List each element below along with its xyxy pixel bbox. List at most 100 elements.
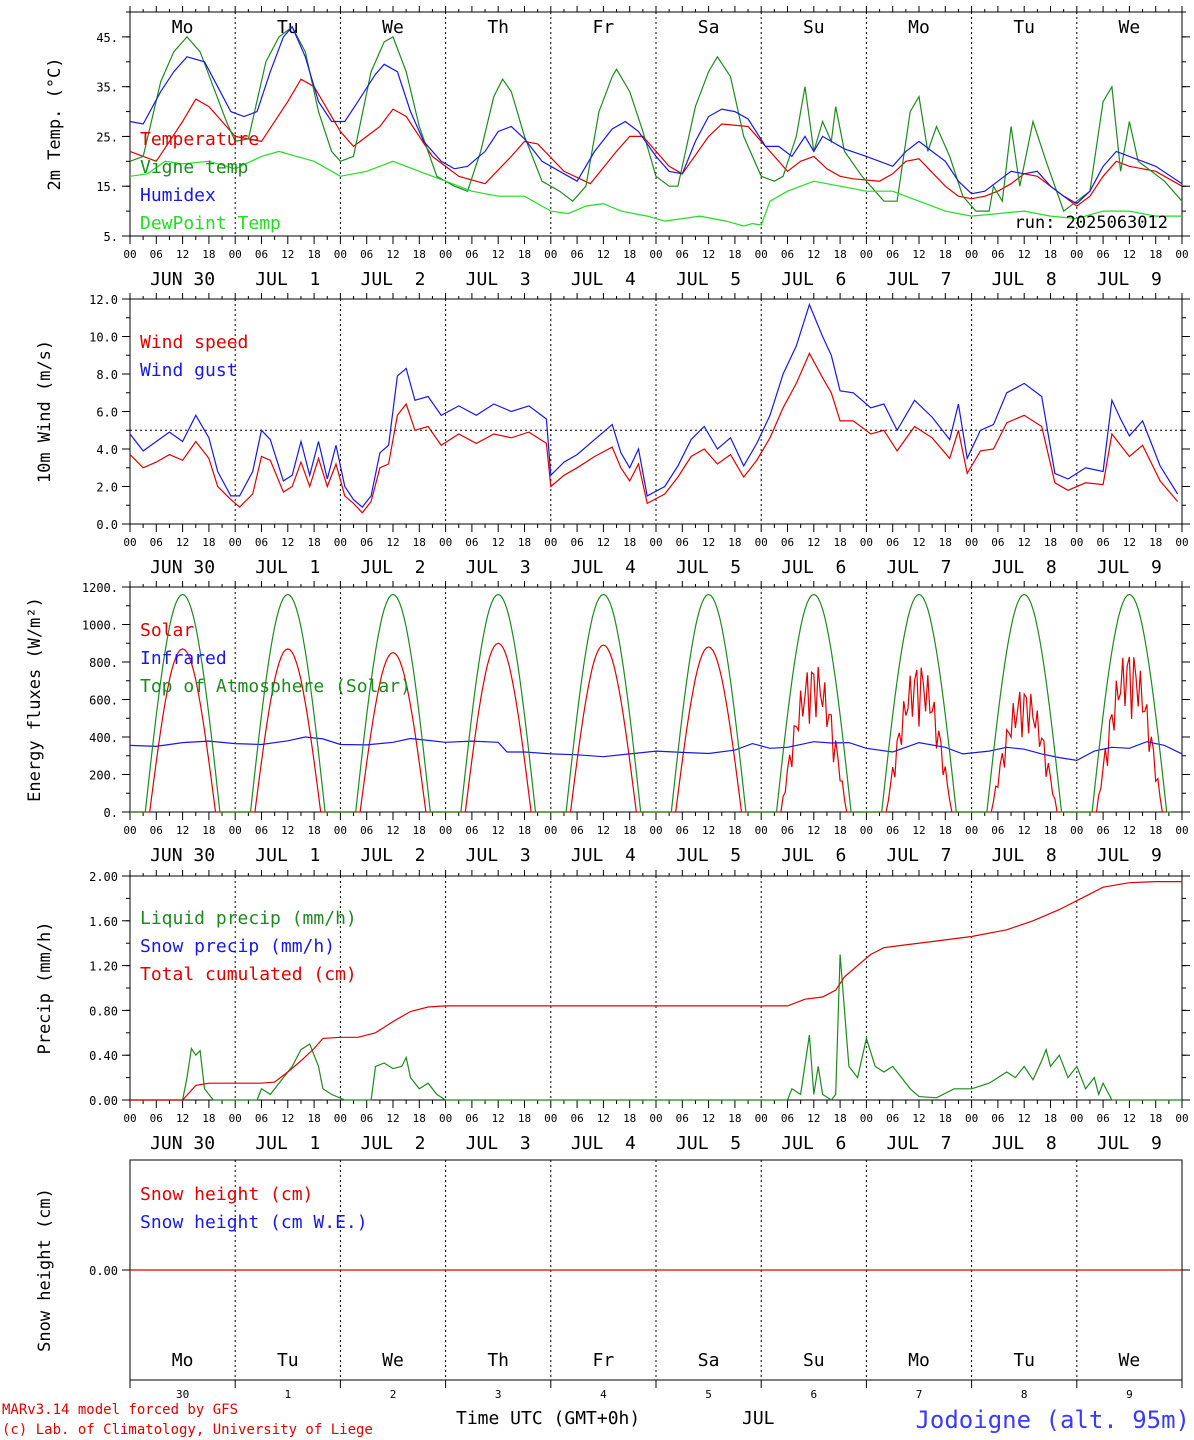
day-label: We [382, 17, 404, 38]
day-label: Tu [1013, 17, 1035, 38]
date-label: JUL 8 [992, 845, 1057, 866]
date-label: JUL 7 [886, 845, 951, 866]
series-line-temperature [129, 78, 1183, 207]
hour-label: 12 [597, 1112, 610, 1125]
hour-label: 00 [229, 536, 242, 549]
hour-label: 06 [886, 824, 899, 837]
hour-label: 18 [1149, 536, 1162, 549]
hour-label: 06 [781, 824, 794, 837]
hour-label: 06 [1096, 248, 1109, 261]
hour-label: 12 [597, 824, 610, 837]
date-label: JUL 2 [360, 1133, 425, 1154]
date-label: JUL 8 [992, 1133, 1057, 1154]
hour-label: 12 [281, 536, 294, 549]
day-number-label: 7 [916, 1388, 923, 1401]
hour-label: 00 [1175, 536, 1188, 549]
series-line-top-of-atmosphere-solar- [130, 593, 1171, 813]
hour-label: 06 [886, 536, 899, 549]
hour-label: 00 [1070, 824, 1083, 837]
hour-label: 12 [386, 824, 399, 837]
y-tick-label: 25. [96, 130, 118, 144]
day-label: Tu [277, 1350, 299, 1371]
legend-entry: Vigne temp [140, 157, 248, 178]
y-axis-label: Precip (mm/h) [35, 921, 55, 1054]
date-label: JUL 8 [992, 269, 1057, 290]
date-label: JUL 6 [781, 269, 846, 290]
hour-label: 06 [465, 248, 478, 261]
hour-label: 06 [255, 824, 268, 837]
hour-label: 18 [623, 536, 636, 549]
day-number-label: 5 [705, 1388, 712, 1401]
hour-label: 06 [255, 1112, 268, 1125]
date-label: JUL 2 [360, 557, 425, 578]
hour-label: 12 [176, 824, 189, 837]
day-number-label: 30 [176, 1388, 189, 1401]
hour-label: 00 [439, 1112, 452, 1125]
hour-label: 06 [465, 536, 478, 549]
hour-label: 06 [570, 824, 583, 837]
hour-label: 06 [465, 824, 478, 837]
hour-label: 12 [1123, 248, 1136, 261]
legend-entry: Top of Atmosphere (Solar) [140, 676, 411, 697]
y-tick-label: 600. [89, 694, 118, 708]
y-axis-label: Energy fluxes (W/m²) [25, 597, 45, 802]
hour-label: 18 [413, 536, 426, 549]
hour-label: 18 [202, 536, 215, 549]
day-number-label: 8 [1021, 1388, 1028, 1401]
hour-label: 18 [728, 248, 741, 261]
series-line-liquid-precip-mm-h- [130, 954, 1182, 1101]
date-label: JUL 4 [571, 845, 636, 866]
series-line-solar [130, 642, 1167, 813]
hour-label: 00 [334, 248, 347, 261]
hour-label: 00 [123, 248, 136, 261]
hour-label: 00 [649, 248, 662, 261]
hour-label: 06 [570, 248, 583, 261]
hour-label: 18 [1044, 1112, 1057, 1125]
y-tick-label: 5. [104, 230, 118, 244]
hour-label: 12 [1018, 536, 1031, 549]
date-label: JUL 1 [255, 269, 320, 290]
hour-label: 12 [176, 248, 189, 261]
date-label: JUL 8 [992, 557, 1057, 578]
y-tick-label: 800. [89, 656, 118, 670]
hour-label: 00 [544, 1112, 557, 1125]
hour-label: 18 [939, 824, 952, 837]
y-tick-label: 4.0 [96, 443, 118, 457]
date-label: JUN 30 [150, 1133, 215, 1154]
day-number-label: 6 [810, 1388, 817, 1401]
hour-label: 18 [1044, 248, 1057, 261]
hour-label: 12 [1123, 1112, 1136, 1125]
legend-entry: Wind speed [140, 332, 248, 353]
month-label: JUL [742, 1408, 775, 1429]
hour-label: 00 [965, 248, 978, 261]
hour-label: 18 [202, 1112, 215, 1125]
series-precip [130, 881, 1182, 1101]
hour-label: 06 [676, 1112, 689, 1125]
y-tick-label: 1200. [82, 581, 118, 595]
hour-label: 18 [623, 824, 636, 837]
y-tick-label: 35. [96, 81, 118, 95]
hour-label: 12 [597, 536, 610, 549]
hour-label: 06 [781, 536, 794, 549]
chart-text: run: 2025063012 MARv3.14 model forced by… [2, 129, 1190, 1438]
y-tick-label: 0.0 [96, 518, 118, 532]
series-line-vigne-temp [129, 25, 1183, 213]
hour-label: 06 [255, 248, 268, 261]
hour-label: 12 [492, 1112, 505, 1125]
y-tick-label: 1.60 [89, 915, 118, 929]
y-tick-label: 2.0 [96, 481, 118, 495]
panel-precip: 0.00 0.40 0.80 1.20 1.60 2.00 00 06 12 18 00 06 12 18… [35, 870, 1190, 1154]
hour-label: 12 [176, 536, 189, 549]
date-label: JUL 9 [1097, 1133, 1162, 1154]
date-label: JUL 4 [571, 1133, 636, 1154]
hour-label: 18 [307, 824, 320, 837]
y-tick-label: 200. [89, 769, 118, 783]
day-number-label: 3 [495, 1388, 502, 1401]
y-tick-label: 10.0 [89, 331, 118, 345]
date-label: JUL 4 [571, 557, 636, 578]
hour-label: 18 [833, 536, 846, 549]
hour-label: 12 [912, 248, 925, 261]
x-axis-label: Time UTC (GMT+0h) [456, 1408, 640, 1429]
hour-label: 18 [623, 1112, 636, 1125]
